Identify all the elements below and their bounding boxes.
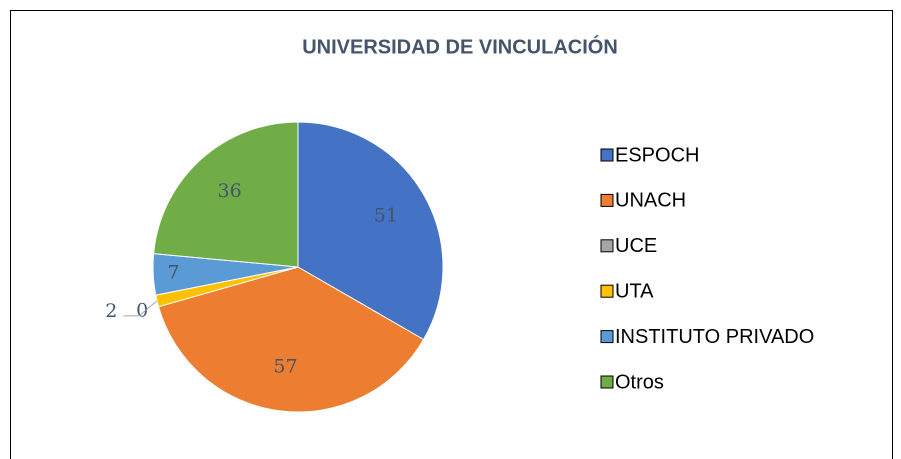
legend-swatch bbox=[600, 375, 614, 389]
pie-slice bbox=[297, 121, 444, 341]
data-label: 36 bbox=[218, 180, 242, 202]
legend-label: Otros bbox=[615, 371, 664, 393]
legend-swatch bbox=[600, 239, 614, 253]
legend-swatch bbox=[600, 330, 614, 344]
data-label: 7 bbox=[167, 261, 179, 283]
data-label: 2 bbox=[105, 300, 117, 322]
data-label: 51 bbox=[374, 204, 398, 226]
pie-slice bbox=[153, 121, 299, 268]
legend-swatch bbox=[600, 148, 614, 162]
legend-label: INSTITUTO PRIVADO bbox=[615, 326, 814, 348]
legend-swatch bbox=[600, 193, 614, 207]
legend-label: ESPOCH bbox=[615, 144, 699, 166]
legend-label: UTA bbox=[615, 280, 654, 302]
legend-label: UNACH bbox=[615, 190, 686, 212]
pie-slice bbox=[157, 266, 425, 413]
data-label: 57 bbox=[273, 356, 297, 378]
leader-line bbox=[123, 300, 158, 317]
chart-title: UNIVERSIDAD DE VINCULACIÓN bbox=[302, 34, 618, 58]
legend-label: UCE bbox=[615, 235, 657, 257]
legend-swatch bbox=[600, 284, 614, 298]
chart-frame bbox=[10, 10, 893, 459]
